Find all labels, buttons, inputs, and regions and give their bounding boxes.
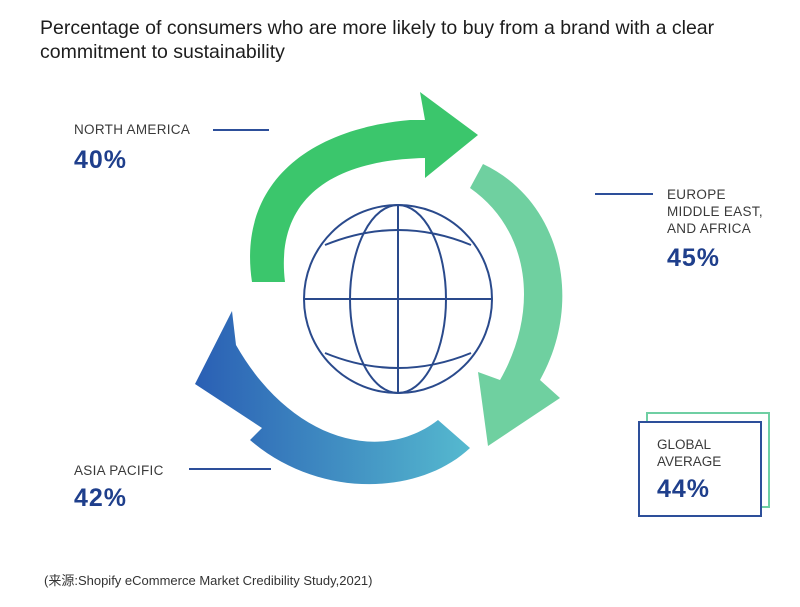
arrow-north-america [250, 92, 478, 282]
region-label-emea: EUROPE MIDDLE EAST, AND AFRICA [667, 187, 763, 236]
global-average-box: GLOBAL AVERAGE 44% [638, 421, 762, 517]
region-value-north-america: 40% [74, 146, 128, 174]
source-citation: (来源:Shopify eCommerce Market Credibility… [44, 573, 373, 588]
global-average-label: GLOBAL AVERAGE [657, 437, 722, 469]
region-label-asia-pacific: ASIA PACIFIC [74, 463, 164, 478]
region-value-asia-pacific: 42% [74, 484, 128, 512]
leader-line-asia-pacific [189, 468, 271, 470]
globe-icon [303, 204, 493, 394]
chart-title: Percentage of consumers who are more lik… [40, 17, 715, 63]
global-average-value: 44% [657, 475, 711, 503]
region-value-emea: 45% [667, 244, 721, 272]
arrow-asia-pacific [195, 311, 470, 485]
leader-line-emea [595, 193, 653, 195]
region-label-north-america: NORTH AMERICA [74, 122, 191, 137]
leader-line-north-america [213, 129, 269, 131]
arrow-emea [470, 164, 563, 446]
